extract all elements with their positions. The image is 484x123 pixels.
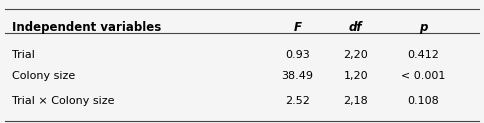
- Text: Trial: Trial: [12, 50, 35, 60]
- Text: Trial × Colony size: Trial × Colony size: [12, 96, 115, 106]
- Text: Independent variables: Independent variables: [12, 21, 161, 34]
- Text: < 0.001: < 0.001: [401, 71, 446, 81]
- Text: p: p: [419, 21, 428, 34]
- Text: df: df: [349, 21, 363, 34]
- Text: 2,20: 2,20: [343, 50, 368, 60]
- Text: 0.412: 0.412: [408, 50, 439, 60]
- Text: 1,20: 1,20: [344, 71, 368, 81]
- Text: 0.108: 0.108: [408, 96, 439, 106]
- Text: F: F: [294, 21, 302, 34]
- Text: 2,18: 2,18: [343, 96, 368, 106]
- Text: 0.93: 0.93: [285, 50, 310, 60]
- Text: Colony size: Colony size: [12, 71, 76, 81]
- Text: 38.49: 38.49: [282, 71, 314, 81]
- Text: 2.52: 2.52: [285, 96, 310, 106]
